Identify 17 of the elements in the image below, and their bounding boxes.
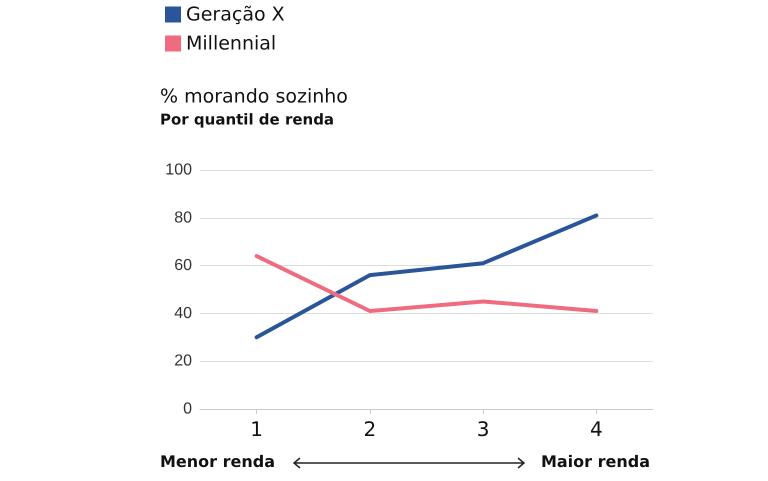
y-tick-label: 80 (174, 209, 192, 226)
line-series (254, 213, 598, 340)
y-tick-label: 20 (174, 352, 192, 370)
x-tick-label: 3 (476, 417, 490, 441)
legend-label: Geração X (186, 4, 285, 26)
legend-label: Millennial (186, 32, 276, 54)
y-tick-label: 100 (165, 162, 192, 178)
x-tick-label: 2 (364, 417, 376, 441)
text: Maior renda (540, 452, 650, 471)
x-tick-label: 1 (250, 417, 263, 441)
y-tick-label: 40 (174, 304, 192, 322)
chart-title: % morando sozinho (160, 86, 348, 108)
text: Menor renda (160, 452, 275, 471)
y-tick-label: 0 (183, 400, 192, 418)
y-tick-label: 60 (174, 257, 192, 274)
chart-subtitle: Por quantil de renda (160, 110, 334, 128)
x-tick-label: 4 (590, 417, 603, 441)
